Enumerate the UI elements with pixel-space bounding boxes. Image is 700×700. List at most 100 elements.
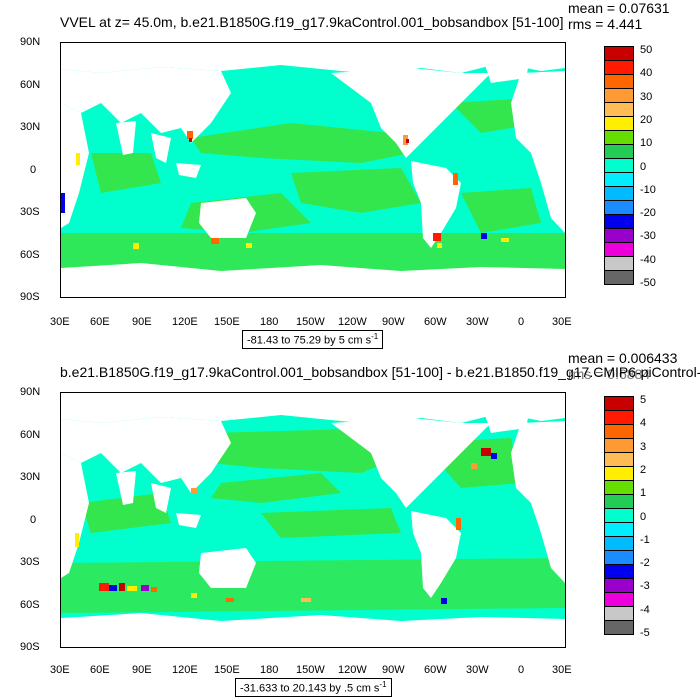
colorbar-label: 1 <box>640 487 647 500</box>
lon-label: 120W <box>338 316 367 328</box>
colorbar-label: -40 <box>640 253 656 266</box>
lon-label: 30W <box>466 316 489 328</box>
colorbar-label: -2 <box>640 557 650 570</box>
lon-label: 150E <box>214 664 240 676</box>
colorbar-swatch <box>604 46 634 61</box>
panel-2-map <box>60 392 566 648</box>
panel-1-map <box>60 42 566 298</box>
colorbar-swatch <box>604 74 634 89</box>
colorbar-swatch <box>604 550 634 565</box>
colorbar-swatch <box>604 172 634 187</box>
colorbar-label: 4 <box>640 417 647 430</box>
lat-label: 30N <box>20 471 41 483</box>
lon-label: 0 <box>518 316 525 328</box>
colorbar-swatch <box>604 424 634 439</box>
lat-label: 30S <box>20 556 40 568</box>
colorbar-swatch <box>604 564 634 579</box>
panel-2-map-canvas <box>61 393 565 647</box>
lat-label: 60N <box>20 429 41 441</box>
lon-label: 150E <box>214 316 240 328</box>
colorbar-label: -10 <box>640 183 656 196</box>
colorbar-label: 50 <box>640 44 653 56</box>
lon-label: 30E <box>552 664 572 676</box>
lat-label: 90N <box>20 386 41 398</box>
colorbar-swatch <box>604 522 634 537</box>
lat-label: 0 <box>30 164 37 176</box>
colorbar-label: -30 <box>640 230 656 243</box>
lon-label: 120E <box>172 316 198 328</box>
land-masses <box>61 393 565 647</box>
panel-1-map-canvas <box>61 43 565 297</box>
colorbar-swatch <box>604 88 634 103</box>
colorbar-swatch <box>604 116 634 131</box>
lat-label: 90S <box>20 641 40 653</box>
colorbar-swatch <box>604 592 634 607</box>
colorbar-swatch <box>604 200 634 215</box>
lon-label: 90E <box>132 664 152 676</box>
panel-2-colorbar: 5 4 3 2 1 0 -1 -2 -3 -4 -5 <box>604 394 694 639</box>
colorbar-swatch <box>604 186 634 201</box>
panel-1-colorbar: 50 40 30 20 10 0 -10 -20 -30 -40 -50 <box>604 44 694 289</box>
colorbar-swatch <box>604 452 634 467</box>
colorbar-swatch <box>604 60 634 75</box>
panel-1-contour-range: -81.43 to 75.29 by 5 cm s-1 <box>242 330 384 349</box>
difference-hotspots <box>75 448 497 604</box>
lon-label: 90E <box>132 316 152 328</box>
lon-label: 30W <box>466 664 489 676</box>
lon-label: 150W <box>296 316 325 328</box>
colorbar-swatch <box>604 438 634 453</box>
lon-label: 30E <box>50 316 70 328</box>
colorbar-label: -1 <box>640 533 650 546</box>
colorbar-swatch <box>604 130 634 145</box>
lon-label: 30E <box>50 664 70 676</box>
colorbar-label: 0 <box>640 510 647 523</box>
colorbar-swatch <box>604 144 634 159</box>
colorbar-label: 5 <box>640 394 647 406</box>
colorbar-swatch <box>604 242 634 257</box>
lon-label: 120W <box>338 664 367 676</box>
lon-label: 120E <box>172 664 198 676</box>
colorbar-swatch <box>604 578 634 593</box>
lon-label: 90W <box>382 664 405 676</box>
colorbar-label: 10 <box>640 137 653 150</box>
colorbar-swatch <box>604 256 634 271</box>
colorbar-swatch <box>604 536 634 551</box>
lat-label: 30S <box>20 206 40 218</box>
lat-label: 30N <box>20 121 41 133</box>
colorbar-label: -20 <box>640 207 656 220</box>
colorbar-label: 2 <box>640 463 647 476</box>
panel-2-title: b.e21.B1850G.f19_g17.9kaControl.001_bobs… <box>60 364 700 380</box>
panel-1-rms: rms = 4.441 <box>568 16 643 32</box>
lat-label: 90S <box>20 291 40 303</box>
lat-label: 0 <box>30 514 37 526</box>
range-text: -31.633 to 20.143 by .5 cm s <box>240 682 380 695</box>
colorbar-label: 0 <box>640 160 647 173</box>
lon-label: 180 <box>260 316 279 328</box>
colorbar-label: -3 <box>640 580 650 593</box>
colorbar-swatch <box>604 214 634 229</box>
lat-label: 60S <box>20 249 40 261</box>
panel-2-rms: rms = 0.6884 <box>568 366 651 382</box>
colorbar-label: -4 <box>640 603 650 616</box>
range-unit-exponent: -1 <box>371 332 379 341</box>
panel-2-mean: mean = 0.006433 <box>568 350 678 366</box>
colorbar-swatch <box>604 158 634 173</box>
lon-label: 60E <box>90 664 110 676</box>
lat-label: 60S <box>20 599 40 611</box>
boundary-current-hotspots <box>61 131 509 249</box>
colorbar-swatch <box>604 606 634 621</box>
range-text: -81.43 to 75.29 by 5 cm s <box>247 334 372 347</box>
lon-label: 90W <box>382 316 405 328</box>
lon-label: 60W <box>424 664 447 676</box>
lon-label: 150W <box>296 664 325 676</box>
colorbar-swatch <box>604 102 634 117</box>
colorbar-swatch <box>604 410 634 425</box>
colorbar-label: 30 <box>640 90 653 103</box>
colorbar-swatch <box>604 270 634 285</box>
range-unit-exponent: -1 <box>379 680 387 689</box>
panel-1-title: VVEL at z= 45.0m, b.e21.B1850G.f19_g17.9… <box>60 14 564 30</box>
panel-1-mean: mean = 0.07631 <box>568 0 670 16</box>
lat-label: 60N <box>20 79 41 91</box>
colorbar-label: -50 <box>640 277 656 289</box>
colorbar-label: -5 <box>640 627 650 639</box>
